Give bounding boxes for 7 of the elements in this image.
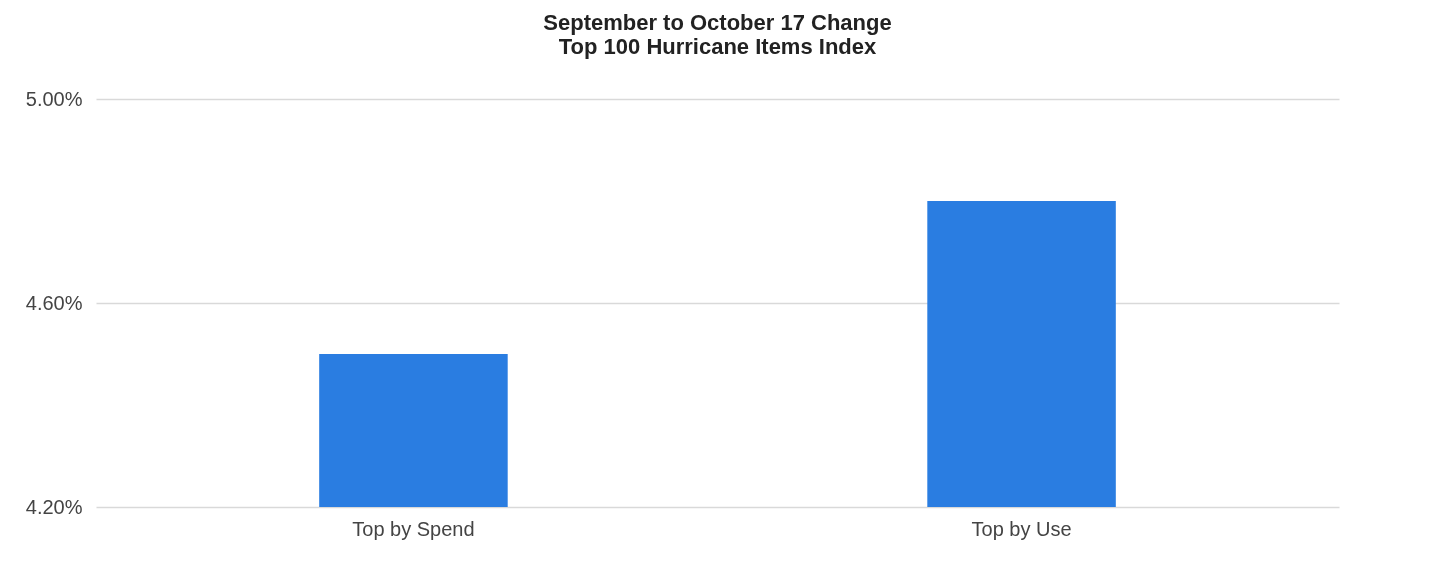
x-tick-label: Top by Use bbox=[971, 517, 1072, 540]
x-tick-label: Top by Spend bbox=[352, 517, 475, 540]
y-tick-label: 5.00% bbox=[25, 87, 83, 110]
chart-subtitle: Top 100 Hurricane Items Index bbox=[558, 34, 877, 59]
y-tick-label: 4.60% bbox=[25, 291, 83, 314]
chart-title: September to October 17 Change bbox=[543, 10, 892, 35]
y-tick-label: 4.20% bbox=[25, 495, 83, 518]
